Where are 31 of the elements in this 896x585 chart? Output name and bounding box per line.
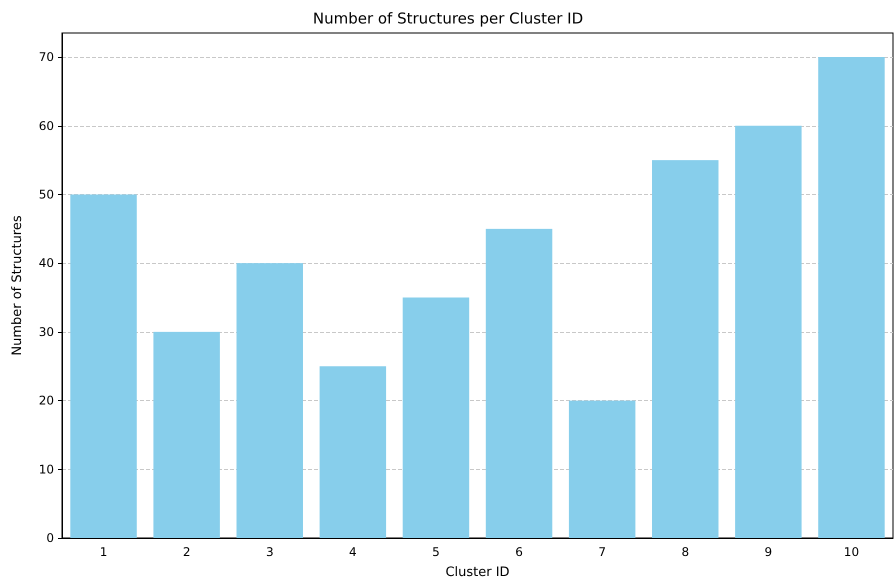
y-axis-title: Number of Structures xyxy=(10,215,25,356)
y-tick-label: 50 xyxy=(38,187,54,202)
bar xyxy=(735,126,802,538)
x-tick-label: 8 xyxy=(681,545,690,559)
bar xyxy=(236,263,303,538)
y-tick-label: 70 xyxy=(38,50,54,64)
x-tick-label: 1 xyxy=(100,545,108,559)
y-tick-label: 60 xyxy=(38,118,54,133)
x-axis-title: Cluster ID xyxy=(445,565,510,580)
bar xyxy=(818,57,885,538)
bar xyxy=(320,366,386,538)
bar xyxy=(486,228,552,538)
y-tick-label: 40 xyxy=(38,256,54,270)
x-tick-label: 4 xyxy=(349,545,357,559)
y-tick-label: 20 xyxy=(38,394,54,408)
bar xyxy=(652,160,718,538)
bar xyxy=(153,332,220,538)
y-tick-label: 0 xyxy=(46,531,54,545)
x-tick-label: 6 xyxy=(515,545,523,559)
y-tick-label: 30 xyxy=(38,324,54,339)
bar xyxy=(402,298,470,538)
y-tick-label: 10 xyxy=(38,462,54,476)
bar xyxy=(70,194,137,538)
x-tick-label: 9 xyxy=(764,545,772,559)
x-tick-label: 5 xyxy=(432,545,440,559)
bar xyxy=(568,400,636,538)
x-tick-label: 3 xyxy=(266,545,274,559)
x-tick-label: 10 xyxy=(844,545,860,559)
x-tick-label: 7 xyxy=(598,545,606,559)
chart-title: Number of Structures per Cluster ID xyxy=(312,10,584,28)
x-tick-label: 2 xyxy=(182,545,190,559)
